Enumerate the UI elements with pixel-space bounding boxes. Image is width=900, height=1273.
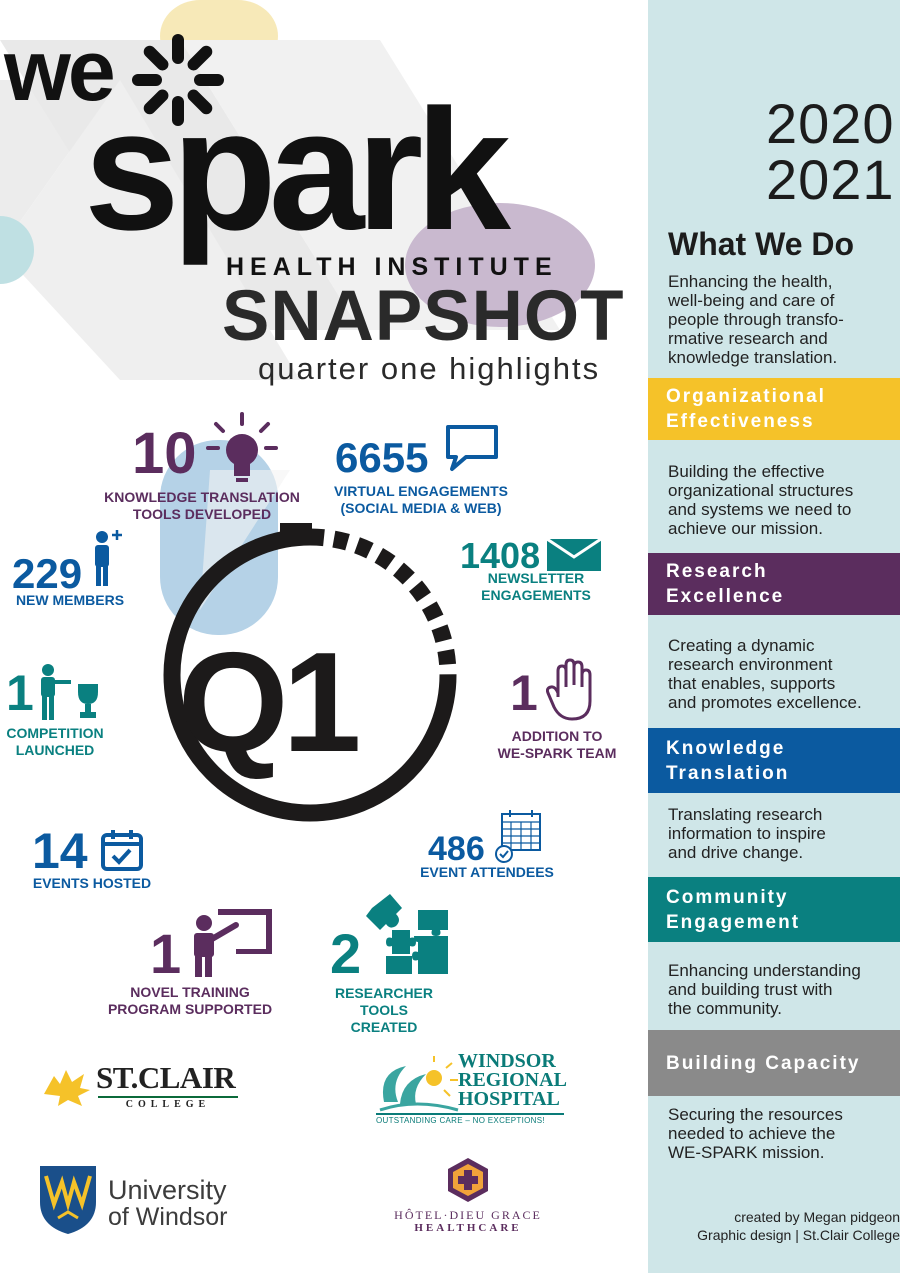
hoteldieu-line1: HÔTEL·DIEU GRACE — [394, 1208, 542, 1222]
center-label: Q1 — [178, 623, 361, 782]
section-research-excellence-title: Research Excellence — [648, 553, 900, 615]
what-we-do-heading: What We Do — [668, 226, 855, 262]
section-building-capacity-title: Building Capacity — [648, 1030, 900, 1096]
envelope-icon — [546, 537, 602, 571]
stat-events-value: 14 — [32, 823, 88, 879]
stat-newsletter-value: 1408 — [460, 535, 541, 576]
windsor-regional-line1: WINDSOR — [458, 1050, 556, 1072]
section-knowledge-translation-title: Knowledge Translation — [648, 728, 900, 793]
year-2021: 2021 — [766, 148, 895, 211]
windsor-regional-mark-icon — [379, 1056, 459, 1112]
lightbulb-icon — [206, 412, 278, 482]
speech-bubble-icon — [446, 425, 498, 471]
section-community-engagement-title: Community Engagement — [648, 877, 900, 942]
raised-hand-icon — [546, 658, 592, 721]
stat-training-label: NOVEL TRAINING PROGRAM SUPPORTED — [107, 984, 273, 1017]
stat-newsletter-label: NEWSLETTER ENGAGEMENTS — [481, 570, 591, 603]
uwindsor-shield-icon — [40, 1166, 96, 1234]
stat-members-label: NEW MEMBERS — [15, 592, 125, 608]
logo-we: we — [4, 23, 116, 119]
trophy-icon — [41, 664, 98, 720]
stat-researcher-value: 2 — [330, 922, 362, 985]
windsor-regional-rule — [376, 1113, 564, 1115]
tagline: quarter one highlights — [258, 351, 601, 386]
calendar-icon — [101, 830, 143, 871]
section-research-excellence-text: Creating a dynamic research environment … — [668, 636, 862, 712]
uwindsor-line1: University — [108, 1175, 227, 1205]
spark-asterisk-icon — [132, 34, 224, 126]
windsor-regional-tagline: OUTSTANDING CARE – NO EXCEPTIONS! — [376, 1116, 545, 1125]
section-community-engagement-text: Enhancing understanding and building tru… — [668, 961, 861, 1018]
stat-competition-label: COMPETITION LAUNCHED — [6, 725, 104, 758]
section-knowledge-translation-text: Translating research information to insp… — [668, 805, 826, 862]
stat-virtual-value: 6655 — [335, 434, 429, 481]
design-credit: created by Megan pidgeon Graphic design … — [697, 1209, 900, 1243]
stat-virtual-label: VIRTUAL ENGAGEMENTS (SOCIAL MEDIA & WEB) — [334, 483, 508, 516]
stat-addition-label: ADDITION TO WE-SPARK TEAM — [497, 728, 617, 761]
page-title: SNAPSHOT — [222, 277, 625, 356]
stat-competition-value: 1 — [6, 665, 34, 721]
subtitle: HEALTH INSTITUTE — [226, 253, 558, 281]
stclair-logo-name: ST.CLAIR — [96, 1060, 236, 1095]
stat-training-value: 1 — [150, 922, 182, 985]
stat-attendees-value: 486 — [428, 830, 485, 868]
person-plus-icon — [95, 530, 122, 586]
hoteldieu-line2: HEALTHCARE — [414, 1222, 522, 1234]
year-2020: 2020 — [766, 92, 895, 155]
stat-kt-tools-value: 10 — [132, 421, 197, 486]
stat-events-label: EVENTS HOSTED — [32, 875, 152, 891]
windsor-regional-line3: HOSPITAL — [458, 1088, 560, 1110]
stat-addition-value: 1 — [510, 665, 538, 721]
stclair-griffin-icon — [44, 1070, 90, 1106]
hoteldieu-cross-icon — [448, 1158, 488, 1202]
presenter-icon — [194, 909, 272, 977]
q1-ring — [163, 523, 457, 822]
section-building-capacity-text: Securing the resources needed to achieve… — [668, 1105, 843, 1162]
stat-researcher-label: RESEARCHER TOOLS CREATED — [334, 985, 433, 1035]
sidebar: 2020 2021 What We Do Enhancing the healt… — [648, 0, 900, 1273]
stclair-logo-sub: COLLEGE — [125, 1099, 211, 1110]
section-org-effectiveness-text: Building the effective organizational st… — [668, 462, 854, 538]
stat-attendees-label: EVENT ATTENDEES — [420, 864, 554, 880]
section-org-effectiveness-title: Organizational Effectiveness — [648, 378, 900, 440]
stat-kt-tools-label: KNOWLEDGE TRANSLATION TOOLS DEVELOPED — [104, 489, 300, 522]
calendar-check-icon — [495, 810, 541, 863]
stat-members-value: 229 — [12, 550, 83, 597]
windsor-regional-line2: REGIONAL — [458, 1069, 567, 1091]
logo-spark: spark — [84, 74, 511, 266]
stclair-rule — [98, 1096, 238, 1098]
what-we-do-text: Enhancing the health, well-being and car… — [668, 272, 844, 367]
puzzle-icon — [366, 894, 448, 974]
uwindsor-line2: of Windsor — [108, 1203, 228, 1231]
